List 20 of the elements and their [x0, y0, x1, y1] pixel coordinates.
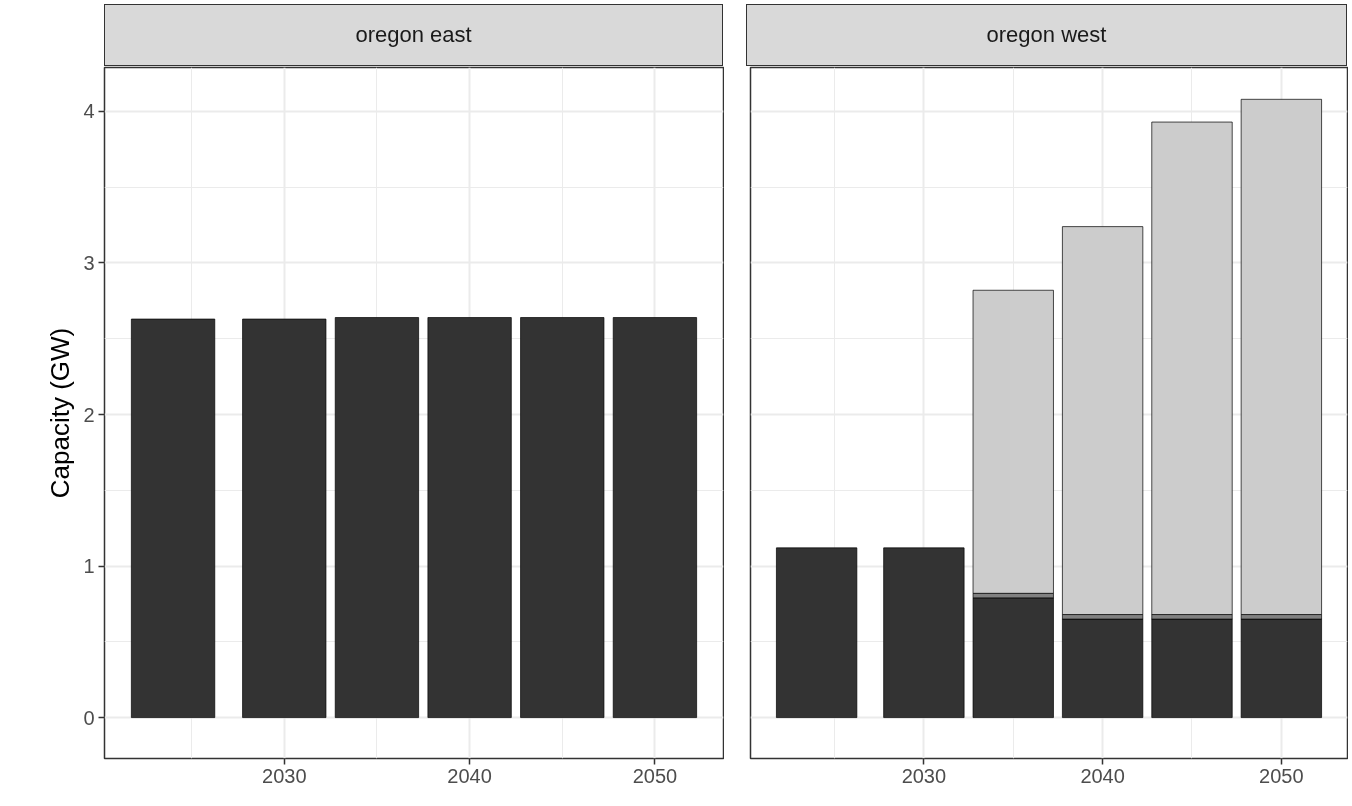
x-tick-label: 2030: [901, 764, 947, 787]
bar: [1151, 618, 1233, 718]
bar: [883, 547, 965, 718]
x-tick-label: 2050: [1259, 764, 1304, 787]
x-tick-label: 2040: [1080, 764, 1125, 787]
x-tick-label: 2050: [632, 764, 678, 787]
y-tick-label: 3: [83, 251, 95, 274]
bar: [1062, 618, 1144, 718]
y-tick-label: 2: [83, 403, 95, 426]
chart-title: oregon west: [986, 21, 1107, 50]
bar: [1240, 618, 1322, 718]
y-tick-label: 4: [83, 100, 95, 123]
x-tick-label: 2040: [447, 764, 492, 787]
x-tick-label: 2030: [262, 764, 307, 787]
y-tick-label: 0: [83, 706, 95, 729]
bar: [972, 597, 1054, 718]
y-axis-title: Capacity (GW): [45, 327, 76, 499]
chart-title: oregon east: [355, 21, 472, 50]
bar: [776, 547, 858, 718]
y-tick-label: 1: [83, 555, 95, 578]
